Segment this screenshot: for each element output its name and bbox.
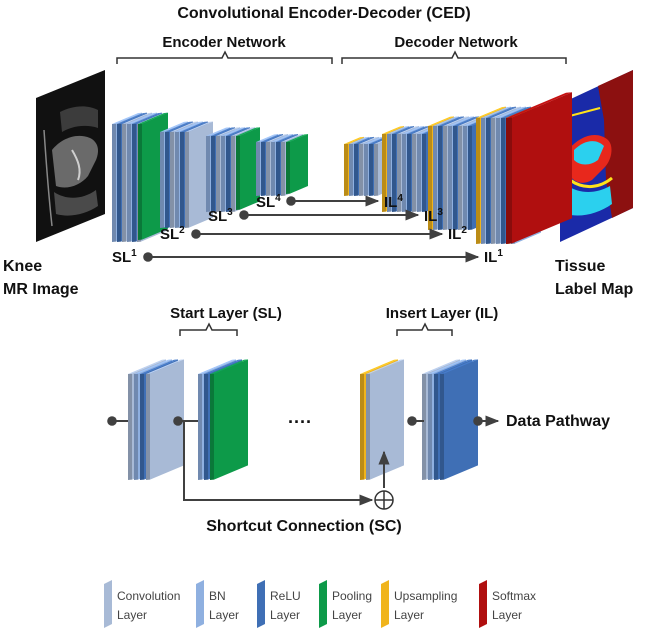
softmax-layer-swatch [479,580,487,628]
legend-item-pooling: Pooling Layer [319,580,372,628]
legend-text-line2: Layer [394,608,424,622]
data-pathway-label: Data Pathway [506,413,610,430]
upsampling-layer-swatch [381,580,389,628]
legend-text-line2: Layer [117,608,147,622]
detail-layers [128,359,478,480]
start-layer-4-label: SL4 [256,193,281,211]
legend-item-softmax: Softmax Layer [479,580,536,628]
legend-text-line2: Layer [332,608,362,622]
softmax-layer [506,92,572,244]
knee-mr-image [36,70,105,242]
encoder-label: Encoder Network [162,34,286,51]
insert-layer-3-label: IL3 [424,207,443,225]
enc4-pool [286,134,308,194]
legend-text-line2: Layer [270,608,300,622]
legend-item-convolution: Convolution Layer [104,580,180,628]
insert-layer-brace [396,322,453,336]
bn-layer-swatch [196,580,204,628]
legend-text-line2: Layer [209,608,239,622]
convolution-layer-swatch [104,580,112,628]
ellipsis-dots: ···· [288,412,312,432]
shortcut-connection-label: Shortcut Connection (SC) [206,518,402,535]
relu-layer-swatch [257,580,265,628]
detail-pool-1 [210,359,248,480]
output-label-line1: Tissue [555,258,606,275]
legend-item-relu: ReLU Layer [257,580,301,628]
data-pathway-lines [107,415,500,506]
input-label-line1: Knee [3,258,42,275]
detail-conv-2 [146,359,184,480]
start-layer-title: Start Layer (SL) [170,305,282,322]
insert-layer-4-label: IL4 [384,193,403,211]
insert-layer-1-label: IL1 [484,248,503,266]
start-layer-1-label: SL1 [112,248,137,266]
legend-text-line2: Layer [492,608,522,622]
diagram-title: Convolutional Encoder-Decoder (CED) [177,5,470,22]
start-layer-3-label: SL3 [208,207,233,225]
start-layer-brace [179,322,238,336]
decoder-brace [341,50,567,64]
output-label-line2: Label Map [555,281,633,298]
start-layer-2-label: SL2 [160,225,185,243]
legend-text-line1: ReLU [270,589,301,603]
legend-text-line1: Softmax [492,589,536,603]
legend-text-line1: BN [209,589,226,603]
shortcut-arrows [143,195,480,263]
legend: Convolution Layer BN Layer ReLU Layer Pooling L… [104,580,536,628]
insert-layer-title: Insert Layer (IL) [386,305,499,322]
detail-relu-4 [440,359,478,480]
decoder-label: Decoder Network [394,34,518,51]
legend-text-line1: Convolution [117,589,180,603]
pooling-layer-swatch [319,580,327,628]
shortcut-labels: SL1 IL1 SL2 IL2 SL3 IL3 SL4 IL4 [112,193,503,266]
enc3-pool [236,127,260,210]
legend-item-upsampling: Upsampling Layer [381,580,457,628]
network-layers [112,92,572,244]
insert-layer-2-label: IL2 [448,225,467,243]
sum-operator-icon [374,490,394,510]
legend-text-line1: Upsampling [394,589,457,603]
detail-conv-3 [366,359,404,480]
input-label-line2: MR Image [3,281,79,298]
legend-item-bn: BN Layer [196,580,239,628]
encoder-brace [116,50,333,64]
legend-text-line1: Pooling [332,589,372,603]
